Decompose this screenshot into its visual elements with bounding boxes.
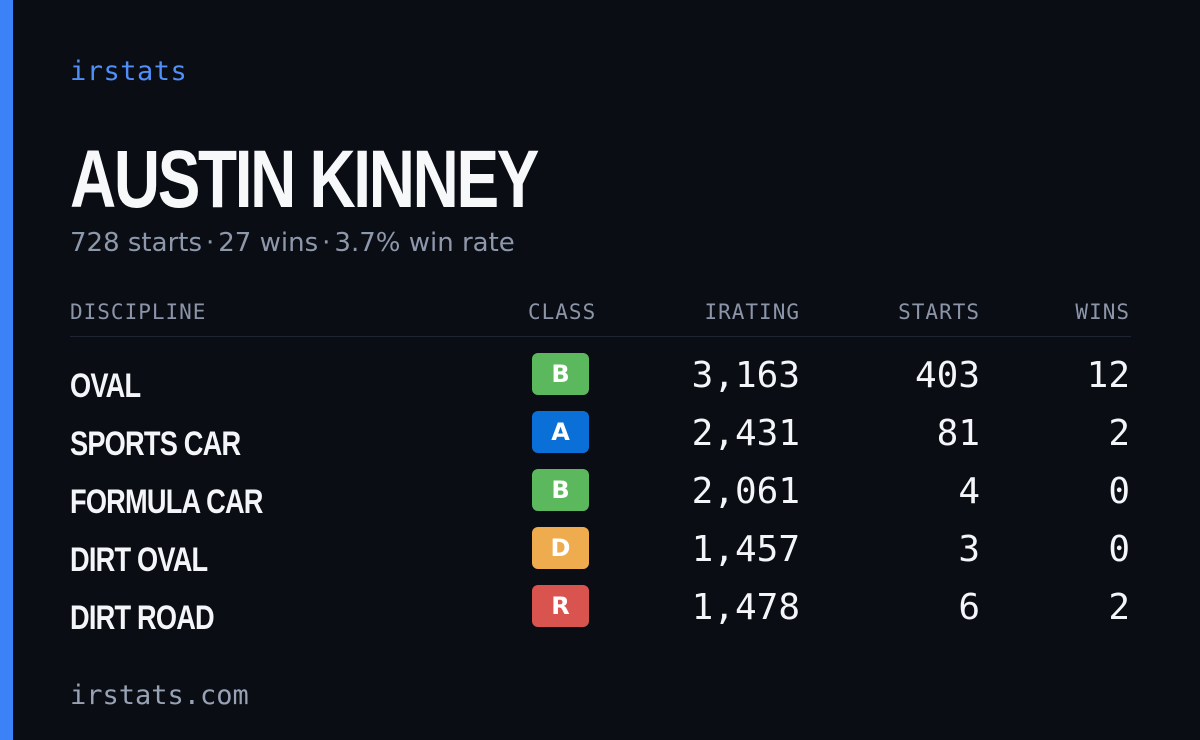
class-badge: B [532,353,589,395]
starts-value: 6 [958,587,980,628]
starts-value: 3 [958,529,980,570]
discipline-name: SPORTS CAR [70,425,241,463]
starts-value: 4 [958,471,980,512]
wins-value: 2 [1108,413,1130,454]
irating-value: 2,431 [691,413,800,454]
header-wins: WINS [1075,300,1130,324]
summary-separator: · [322,228,331,258]
footer-url[interactable]: irstats.com [70,680,249,711]
irating-value: 1,457 [691,529,800,570]
table-body: OVAL B 3,163 403 12 SPORTS CAR A 2,431 8… [70,337,1131,643]
table-row: SPORTS CAR A 2,431 81 2 [70,411,1131,469]
header-irating: IRATING [704,300,800,324]
discipline-name: OVAL [70,367,141,405]
accent-bar [0,0,13,740]
header-starts: STARTS [898,300,980,324]
discipline-table: DISCIPLINE CLASS IRATING STARTS WINS OVA… [70,296,1131,643]
discipline-name: DIRT OVAL [70,541,208,579]
irating-value: 3,163 [691,355,800,396]
summary-separator: · [206,228,215,258]
class-badge: D [532,527,589,569]
irating-value: 2,061 [691,471,800,512]
starts-value: 81 [936,413,980,454]
wins-value: 2 [1108,587,1130,628]
table-header: DISCIPLINE CLASS IRATING STARTS WINS [70,296,1131,337]
wins-value: 0 [1108,529,1130,570]
brand-logo-text[interactable]: irstats [70,56,188,87]
driver-name: AUSTIN KINNEY [70,134,539,225]
irating-value: 1,478 [691,587,800,628]
discipline-name: DIRT ROAD [70,599,215,637]
table-row: OVAL B 3,163 403 12 [70,353,1131,411]
driver-summary: 728 starts · 27 wins · 3.7% win rate [70,228,515,258]
class-badge: B [532,469,589,511]
header-discipline: DISCIPLINE [70,300,207,324]
table-row: FORMULA CAR B 2,061 4 0 [70,469,1131,527]
wins-summary: 27 wins [218,228,319,258]
discipline-name: FORMULA CAR [70,483,263,521]
wins-value: 0 [1108,471,1130,512]
table-row: DIRT OVAL D 1,457 3 0 [70,527,1131,585]
win-rate-summary: 3.7% win rate [334,228,515,258]
starts-value: 403 [914,355,980,396]
class-badge: A [532,411,589,453]
starts-summary: 728 starts [70,228,202,258]
header-class: CLASS [528,300,597,324]
table-row: DIRT ROAD R 1,478 6 2 [70,585,1131,643]
wins-value: 12 [1086,355,1130,396]
class-badge: R [532,585,589,627]
